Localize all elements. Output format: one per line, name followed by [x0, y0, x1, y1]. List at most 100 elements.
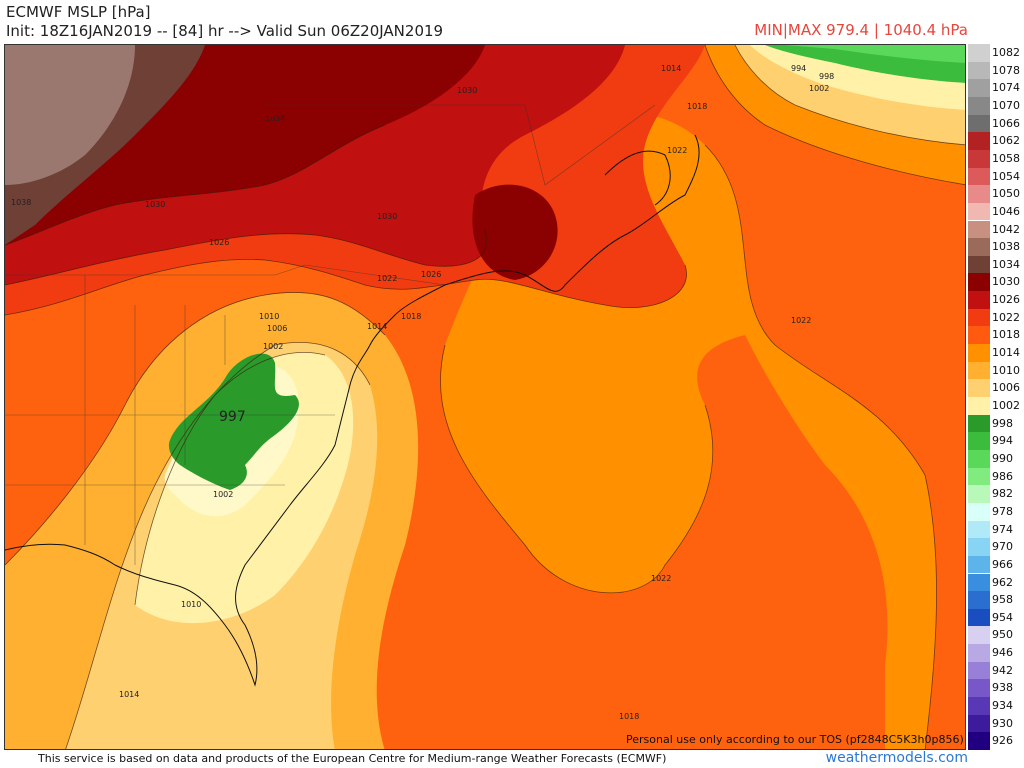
legend-row: 1038	[968, 238, 1024, 256]
ecmwf-footer: This service is based on data and produc…	[38, 752, 667, 765]
contour-label: 1014	[119, 690, 139, 699]
pressure-map: 1014 994 998 1002 1030 1018 1022 1034 10…	[4, 44, 966, 750]
legend-row: 1034	[968, 255, 1024, 274]
tos-notice: Personal use only according to our TOS (…	[626, 733, 964, 746]
legend-label: 1070	[992, 98, 1020, 112]
legend-label: 1078	[992, 63, 1020, 77]
legend-row: 934	[968, 697, 1024, 715]
legend-row: 1074	[968, 79, 1024, 97]
contour-label: 1018	[687, 102, 707, 111]
legend-row: 1070	[968, 96, 1024, 115]
legend-swatch	[968, 61, 990, 80]
legend-swatch	[968, 114, 990, 133]
legend-row: 1042	[968, 220, 1024, 239]
legend-row: 994	[968, 432, 1024, 450]
legend-row: 990	[968, 449, 1024, 468]
title-line-2: Init: 18Z16JAN2019 -- [84] hr --> Valid …	[6, 22, 444, 40]
legend-swatch	[968, 502, 990, 521]
legend-label: 954	[992, 610, 1013, 624]
legend-label: 994	[992, 434, 1013, 448]
legend-swatch	[968, 79, 990, 97]
contour-label: 1022	[667, 146, 687, 155]
legend-row: 1010	[968, 361, 1024, 380]
contour-label: 1010	[259, 312, 279, 321]
legend-row: 1022	[968, 308, 1024, 327]
legend-label: 1050	[992, 187, 1020, 201]
contour-label: 1030	[145, 200, 165, 209]
legend-row: 954	[968, 608, 1024, 627]
legend-swatch	[968, 555, 990, 574]
legend-row: 926	[968, 732, 1024, 750]
legend-row: 1026	[968, 291, 1024, 309]
legend-row: 986	[968, 467, 1024, 486]
title-line-1: ECMWF MSLP [hPa]	[6, 3, 151, 21]
contour-label: 1006	[267, 324, 287, 333]
legend-swatch	[968, 679, 990, 698]
legend-swatch	[968, 185, 990, 203]
legend-row: 1066	[968, 114, 1024, 133]
high-pressure-center	[5, 45, 135, 185]
legend-swatch	[968, 202, 990, 221]
isobar-lines	[5, 45, 965, 749]
legend-row: 1082	[968, 44, 1024, 62]
legend-row: 970	[968, 538, 1024, 556]
legend-swatch	[968, 608, 990, 627]
legend-label: 970	[992, 540, 1013, 554]
legend-row: 974	[968, 520, 1024, 539]
legend-swatch	[968, 732, 990, 750]
legend-row: 1018	[968, 326, 1024, 345]
color-legend: 1082 1078 1074 1070 1066 1062 1058 1054 1050 1046…	[968, 44, 1024, 750]
legend-row: 966	[968, 555, 1024, 574]
legend-row: 1006	[968, 379, 1024, 397]
legend-row: 1030	[968, 273, 1024, 292]
legend-row: 982	[968, 485, 1024, 503]
contour-label: 1014	[367, 322, 387, 331]
contour-label: 1034	[265, 114, 285, 123]
coastlines	[5, 134, 700, 687]
legend-swatch	[968, 414, 990, 433]
contour-label: 998	[819, 72, 834, 81]
brand-link[interactable]: weathermodels.com	[825, 750, 968, 766]
contour-label: 1022	[377, 274, 397, 283]
legend-label: 1046	[992, 204, 1020, 218]
legend-label: 946	[992, 646, 1013, 660]
legend-label: 1054	[992, 169, 1020, 183]
legend-row: 1046	[968, 202, 1024, 221]
legend-swatch	[968, 220, 990, 239]
contour-label: 1030	[377, 212, 397, 221]
legend-label: 1022	[992, 310, 1020, 324]
contour-label: 1026	[209, 238, 229, 247]
contour-label: 1014	[661, 64, 681, 73]
legend-swatch	[968, 308, 990, 327]
legend-swatch	[968, 467, 990, 486]
legend-label: 974	[992, 522, 1013, 536]
legend-label: 1030	[992, 275, 1020, 289]
legend-swatch	[968, 661, 990, 680]
legend-swatch	[968, 520, 990, 539]
legend-swatch	[968, 644, 990, 662]
legend-row: 1014	[968, 344, 1024, 362]
legend-label: 950	[992, 628, 1013, 642]
legend-row: 938	[968, 679, 1024, 698]
pressure-band-1034-maritimes	[472, 184, 558, 280]
legend-row: 946	[968, 644, 1024, 662]
legend-swatch	[968, 573, 990, 592]
legend-label: 990	[992, 451, 1013, 465]
contour-label: 1002	[809, 84, 829, 93]
legend-swatch	[968, 44, 990, 62]
legend-label: 1006	[992, 381, 1020, 395]
contour-label: 1022	[791, 316, 811, 325]
legend-label: 1014	[992, 346, 1020, 360]
contour-label: 1002	[263, 342, 283, 351]
legend-swatch	[968, 96, 990, 115]
legend-label: 1066	[992, 116, 1020, 130]
legend-label: 1018	[992, 328, 1020, 342]
legend-swatch	[968, 291, 990, 309]
legend-label: 1074	[992, 81, 1020, 95]
minmax-readout: MIN|MAX 979.4 | 1040.4 hPa	[754, 21, 968, 39]
legend-row: 1058	[968, 149, 1024, 168]
legend-swatch	[968, 538, 990, 556]
low-center-label: 997	[219, 409, 246, 425]
legend-swatch	[968, 344, 990, 362]
legend-swatch	[968, 255, 990, 274]
